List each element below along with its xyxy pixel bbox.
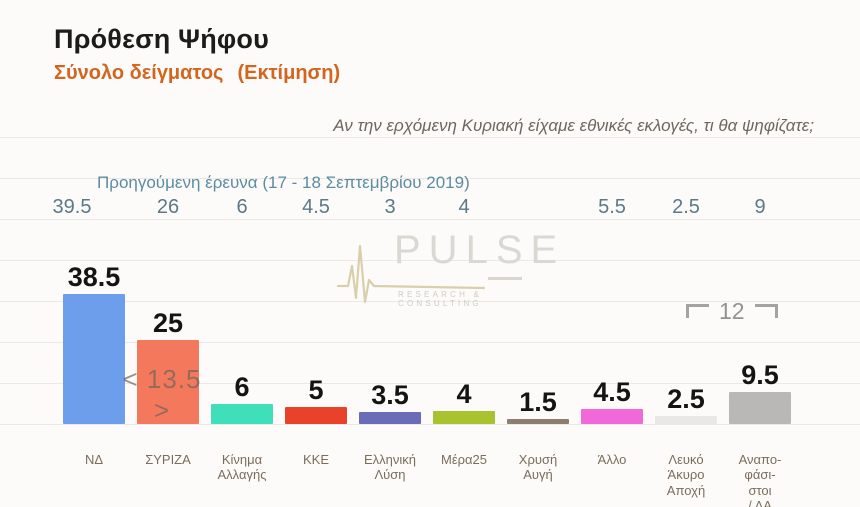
bar-column-allo: 4.5 — [575, 230, 649, 424]
subtitle-sample: Σύνολο δείγματος — [54, 62, 224, 84]
previous-value: 6 — [236, 196, 248, 218]
bar — [433, 411, 495, 424]
bar — [581, 409, 643, 424]
watermark-brand: PULSE — [394, 228, 566, 272]
bar-column-syriza: 25 — [131, 230, 205, 424]
previous-value: 4.5 — [302, 196, 330, 218]
previous-value: 5.5 — [598, 196, 626, 218]
previous-value: 4 — [458, 196, 470, 218]
axis-label-nd: ΝΔ — [84, 452, 104, 467]
axis-label-kinima-allagis: Κίνημα Αλλαγής — [217, 452, 267, 483]
axis-label-kke: ΚΚΕ — [302, 452, 329, 467]
heartbeat-icon — [336, 244, 486, 304]
previous-value — [501, 196, 575, 219]
bar-value-label: 4 — [456, 379, 472, 409]
bar — [507, 419, 569, 424]
bar-column-elliniki-lysi: 3.5 — [353, 230, 427, 424]
x-axis-labels: ΝΔ ΣΥΡΙΖΑ Κίνημα Αλλαγής ΚΚΕ Ελληνική Λύ… — [57, 452, 797, 507]
undecided-total-annotation: 12 — [686, 300, 778, 323]
previous-value: 2.5 — [672, 196, 700, 218]
bracket-left-icon — [686, 304, 709, 318]
bar-column-nd: 38.5 — [57, 230, 131, 424]
bar-column-anapofasistoi: 9.5 — [723, 230, 797, 424]
bar-value-label: 25 — [152, 308, 184, 338]
axis-label-mera25: Μέρα25 — [441, 452, 487, 467]
bar-value-label: 2.5 — [667, 384, 705, 414]
axis-label-anapofasistoi: Αναπο- φάσι- στοι / ΔΑ — [738, 452, 782, 507]
bar-value-label: 5 — [308, 375, 324, 405]
axis-label-chrysi-avgi: Χρυσή Αυγή — [518, 452, 558, 483]
page-subtitle: Σύνολο δείγματος (Εκτίμηση) — [54, 62, 340, 85]
page-title: Πρόθεση Ψήφου — [54, 24, 270, 54]
previous-value: 26 — [156, 196, 180, 218]
bar-value-label: 3.5 — [371, 380, 409, 410]
watermark-dash — [488, 277, 522, 280]
bar-column-chrysi-avgi: 1.5 — [501, 230, 575, 424]
axis-label-syriza: ΣΥΡΙΖΑ — [145, 452, 191, 467]
previous-value: 9 — [754, 196, 766, 218]
bar-value-label: 1.5 — [519, 387, 557, 417]
axis-label-lefko-akyro-apochi: Λευκό Άκυρο Αποχή — [666, 452, 706, 498]
subtitle-note: (Εκτίμηση) — [237, 62, 341, 84]
bar — [359, 412, 421, 424]
undecided-total-value: 12 — [719, 298, 745, 324]
bar-column-kinima-allagis: 6 — [205, 230, 279, 424]
bracket-right-icon — [754, 304, 778, 318]
bar-value-label: 38.5 — [67, 262, 121, 292]
bar-column-mera25: 4 — [427, 230, 501, 424]
survey-question: Αν την ερχόμενη Κυριακή είχαμε εθνικές ε… — [333, 116, 814, 135]
bar-value-label: 6 — [234, 372, 250, 402]
previous-value: 3 — [384, 196, 396, 218]
bar-value-label: 4.5 — [593, 377, 631, 407]
pulse-watermark: PULSE RESEARCH & CONSULTING — [336, 228, 566, 312]
watermark-tagline: RESEARCH & CONSULTING — [398, 290, 483, 308]
bar-value-label: 9.5 — [741, 360, 779, 390]
bar — [211, 404, 273, 424]
bar-column-kke: 5 — [279, 230, 353, 424]
axis-label-elliniki-lysi: Ελληνική Λύση — [363, 452, 417, 483]
bar — [729, 392, 791, 424]
previous-survey-values-row: 39.5 26 6 4.5 3 4 5.5 2.5 9 — [53, 196, 797, 219]
bar — [655, 416, 717, 424]
axis-label-allo: Άλλο — [597, 452, 627, 467]
bar — [137, 340, 199, 424]
bar — [63, 294, 125, 424]
previous-survey-label: Προηγούμενη έρευνα (17 - 18 Σεπτεμβρίου … — [97, 173, 470, 192]
bar-column-lefko-akyro-apochi: 2.5 — [649, 230, 723, 424]
previous-value: 39.5 — [52, 196, 92, 218]
lead-gap-annotation: < 13.5 > — [122, 364, 202, 425]
bar-chart: 38.5 25 6 5 3.5 4 1.5 4.5 — [57, 230, 797, 424]
bar — [285, 407, 347, 424]
